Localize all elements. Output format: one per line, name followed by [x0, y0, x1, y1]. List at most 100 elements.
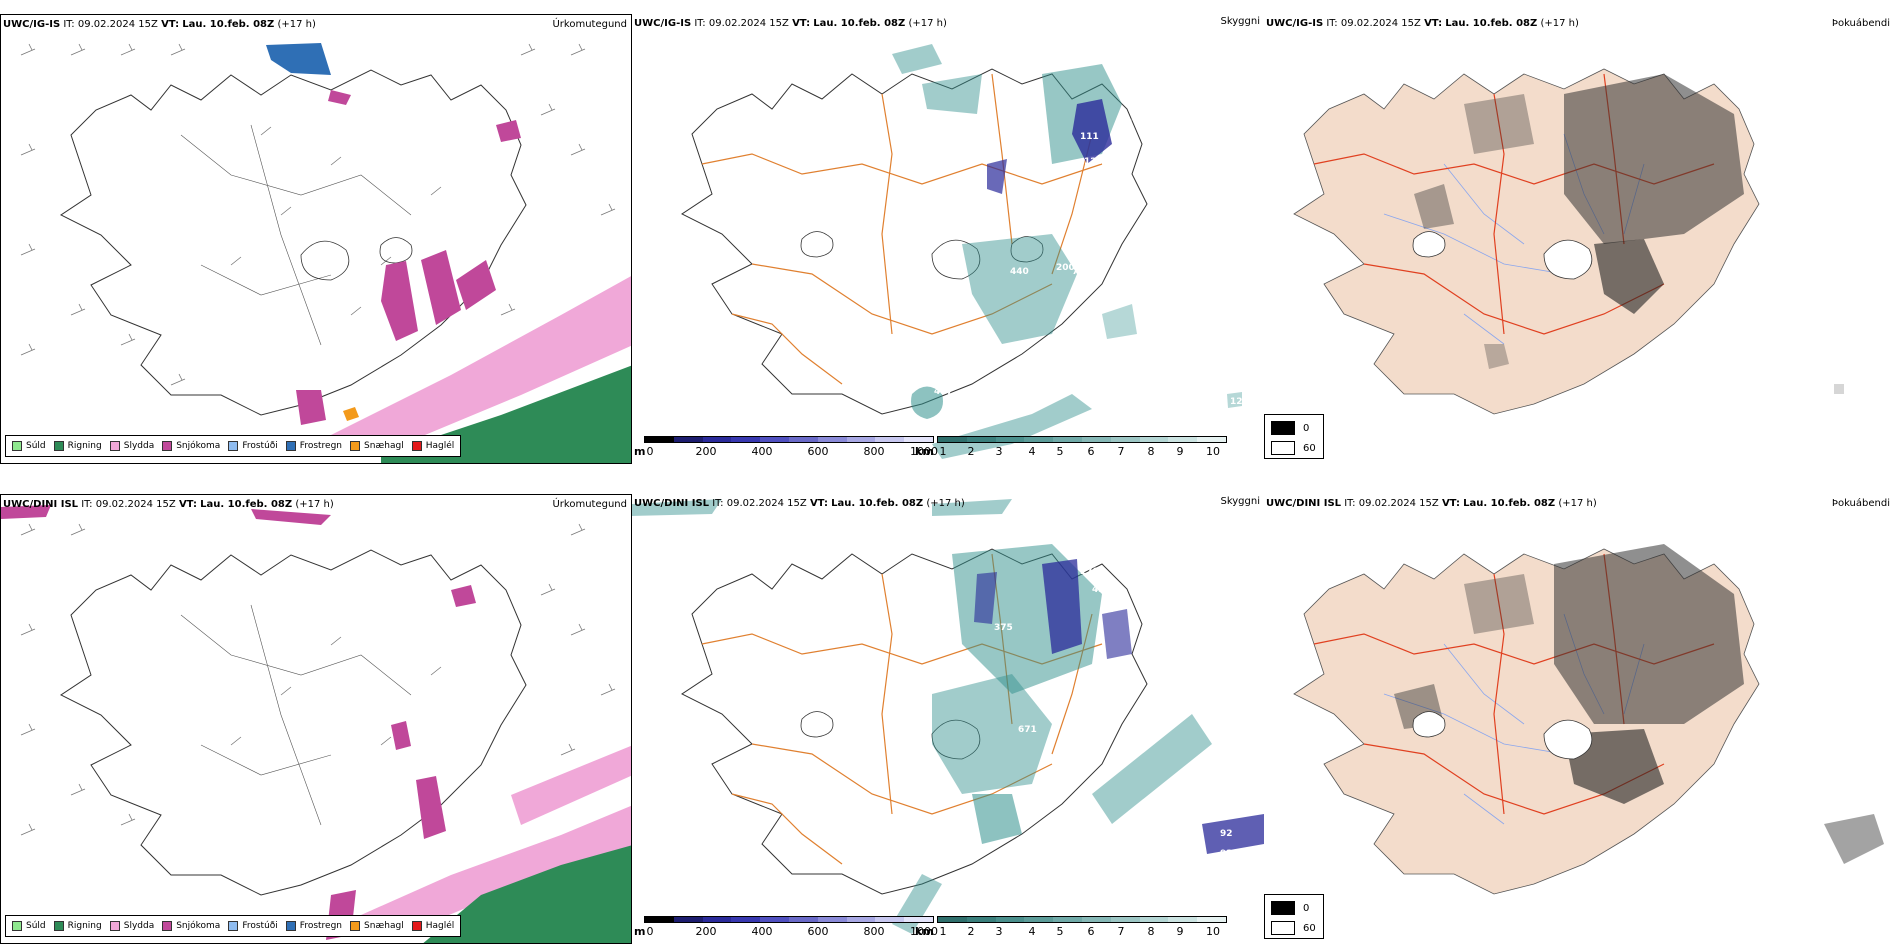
legend-swatch — [53, 441, 64, 451]
fog-legend-item: 60 — [1271, 441, 1316, 455]
colorbar-tick: 10 — [1206, 925, 1220, 938]
fog-map — [1293, 68, 1844, 415]
vis-label: 200 — [1056, 263, 1075, 273]
legend-swatch — [162, 921, 173, 931]
colorbar-tick: 4 — [1028, 445, 1036, 458]
colorbar-tick: 7 — [1117, 925, 1125, 938]
vis-label: 88 — [1102, 605, 1115, 615]
legend-swatch — [12, 441, 22, 451]
precip-legend: Súld Rigning Slydda Snjókoma Frostúði Fr… — [5, 915, 462, 937]
colorbar-cell — [731, 917, 761, 922]
colorbar-cell — [846, 437, 876, 442]
colorbar-cell — [760, 917, 789, 922]
colorbar-tick: 9 — [1176, 925, 1184, 938]
precip-type-map — [1, 505, 631, 943]
colorbar-cell — [966, 917, 996, 922]
wind-barbs — [20, 523, 616, 836]
visibility-map: 170 43 88 375 60 671 350 92 92 38 — [632, 499, 1264, 934]
colorbar-cell — [846, 917, 876, 922]
colorbar-cell — [875, 437, 905, 442]
legend-swatch — [228, 921, 239, 931]
precip-type-panel-row1: UWC/IG-IS IT: 09.02.2024 15Z VT: Lau. 10… — [0, 14, 632, 464]
colorbar-tick: 10 — [1206, 445, 1220, 458]
colorbar-cell — [1139, 437, 1169, 442]
vis-label: 375 — [994, 623, 1013, 633]
colorbar-tick: 2 — [967, 445, 975, 458]
visibility-value-labels: 170 43 88 375 60 671 350 92 92 38 — [944, 567, 1233, 859]
colorbar-cell — [1168, 437, 1198, 442]
fog-map — [1293, 544, 1884, 895]
colorbar-cell — [904, 437, 933, 442]
colorbar-cell — [673, 917, 703, 922]
colorbar-unit: km — [915, 925, 934, 938]
colorbar-cell — [1110, 917, 1140, 922]
legend-swatch — [350, 921, 361, 931]
colorbar-tick: 4 — [1028, 925, 1036, 938]
legend-item: Rigning — [53, 441, 102, 451]
colorbar-tick: 0 — [646, 445, 654, 458]
precip-areas — [266, 43, 631, 463]
iceland-land — [681, 68, 1148, 415]
panel-variable-label: Skyggni — [1220, 496, 1260, 507]
colorbar-cell — [1197, 437, 1226, 442]
legend-item: Slydda — [109, 441, 154, 451]
colorbar-tick: 400 — [751, 445, 773, 458]
colorbar-cell — [875, 917, 905, 922]
vis-label: 521 — [1116, 263, 1135, 273]
colorbar-cell — [966, 437, 996, 442]
colorbar-tick: 800 — [863, 925, 885, 938]
vis-label: 762 — [1072, 267, 1091, 277]
fog-indicator-panel-row2: UWC/DINI ISL IT: 09.02.2024 15Z VT: Lau.… — [1264, 494, 1900, 944]
colorbar-tick: 6 — [1087, 925, 1095, 938]
fog-indicator-panel-row1: UWC/IG-IS IT: 09.02.2024 15Z VT: Lau. 10… — [1264, 14, 1900, 464]
visibility-colorbar-m: m 0 200 400 600 800 1000 — [634, 436, 938, 464]
colorbar-tick: 3 — [995, 445, 1003, 458]
iceland-outline — [60, 69, 527, 416]
colorbar-cell — [1139, 917, 1169, 922]
legend-item: Súld — [12, 921, 46, 931]
colorbar-cell — [938, 437, 967, 442]
legend-item: Snæhagl — [350, 921, 404, 931]
colorbar-cell — [731, 437, 761, 442]
panel-variable-label: Úrkomutegund — [552, 499, 627, 510]
colorbar-cell — [817, 917, 847, 922]
vis-label: 92 — [1220, 849, 1233, 859]
colorbar-cell — [673, 437, 703, 442]
fog-swatch — [1271, 421, 1295, 435]
colorbar-tick: 1 — [939, 925, 947, 938]
vis-label: 170 — [1080, 567, 1099, 577]
colorbar-cell — [1053, 917, 1082, 922]
fog-swatch — [1271, 921, 1295, 935]
legend-swatch — [228, 441, 239, 451]
fog-legend-row1: 0 60 — [1264, 414, 1324, 459]
visibility-colorbar-m: m 0 200 400 600 800 1000 — [634, 916, 938, 944]
colorbar-tick: 600 — [807, 925, 829, 938]
vis-label: 60 — [1140, 639, 1153, 649]
colorbar-cell — [1081, 917, 1111, 922]
colorbar-cell — [1197, 917, 1226, 922]
colorbar-cell — [817, 437, 847, 442]
colorbar-tick: 1 — [939, 445, 947, 458]
fog-legend-item: 0 — [1271, 421, 1309, 435]
colorbar-cell — [995, 437, 1025, 442]
legend-item: Snjókoma — [162, 441, 220, 451]
roads — [1313, 553, 1715, 815]
panel-variable-label: Þokuábendi — [1831, 498, 1890, 509]
visibility-fields — [892, 44, 1242, 459]
vis-label: 350 — [1060, 809, 1079, 819]
visibility-panel-row2: 170 43 88 375 60 671 350 92 92 38 UWC/DI… — [632, 494, 1264, 944]
colorbar-tick: 1000 — [910, 925, 938, 938]
vis-label: 92 — [1220, 829, 1233, 839]
colorbar-tick: 8 — [1147, 445, 1155, 458]
legend-item: Frostregn — [285, 921, 342, 931]
colorbar-cell — [760, 437, 789, 442]
fog-fields — [1394, 544, 1884, 864]
vis-label: 38 — [944, 679, 957, 689]
colorbar-cell — [1081, 437, 1111, 442]
colorbar-tick: 800 — [863, 445, 885, 458]
colorbar-cell — [788, 437, 818, 442]
colorbar-cell — [1024, 917, 1054, 922]
legend-swatch — [285, 921, 296, 931]
fog-legend-row2: 0 60 — [1264, 894, 1324, 939]
precip-areas — [1, 505, 631, 943]
